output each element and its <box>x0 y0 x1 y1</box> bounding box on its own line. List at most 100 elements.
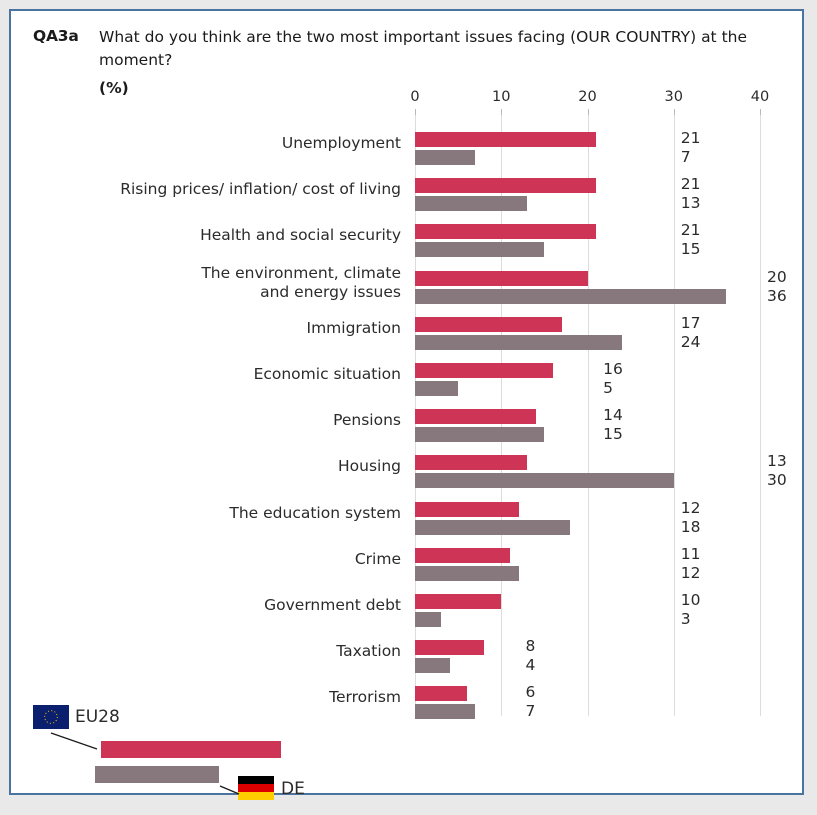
category-label: Government debt <box>21 596 401 615</box>
value-label-eu28: 8 <box>525 637 536 656</box>
chart-row: Crime 11 12 <box>355 543 760 589</box>
chart-row: Terrorism 6 7 <box>329 681 760 727</box>
value-label-eu28: 14 <box>603 406 623 425</box>
value-label-eu28: 20 <box>767 267 787 286</box>
value-label-eu28: 11 <box>680 544 701 563</box>
x-tick-label: 0 <box>410 89 420 105</box>
value-label-eu28: 16 <box>603 360 623 378</box>
category-label-line: The environment, climate <box>201 263 401 282</box>
bar-de <box>415 381 459 396</box>
category-label: Pensions <box>21 411 401 430</box>
value-label-de: 15 <box>680 240 701 259</box>
value-label-de: 18 <box>680 517 701 536</box>
value-labels: 12 18 <box>681 499 701 537</box>
category-label: Terrorism <box>21 688 401 707</box>
value-label-eu28: 21 <box>680 221 701 240</box>
value-labels: 21 15 <box>681 221 701 259</box>
bar-eu28 <box>415 409 536 425</box>
chart-row: Taxation 8 4 <box>336 635 760 681</box>
bar-eu28 <box>415 363 553 378</box>
question-code: QA3a <box>33 27 79 45</box>
bar-de <box>415 473 674 489</box>
value-label-eu28: 21 <box>680 175 701 194</box>
category-label-line: and energy issues <box>260 282 401 301</box>
bar-eu28 <box>415 455 528 471</box>
value-label-de: 12 <box>680 563 701 582</box>
value-label-de: 5 <box>603 379 613 397</box>
eu-flag-icon <box>33 705 69 729</box>
value-label-eu28: 12 <box>680 498 701 517</box>
flag-stripe-black <box>238 776 274 784</box>
category-label-line: Taxation <box>336 642 401 661</box>
category-label: Health and social security <box>21 226 401 245</box>
category-label: Taxation <box>21 642 401 661</box>
x-tick-mark <box>415 109 416 116</box>
value-labels: 14 15 <box>603 406 623 444</box>
flag-stripe-red <box>238 784 274 792</box>
bar-eu28 <box>415 178 597 194</box>
category-label-line: Unemployment <box>281 134 401 152</box>
value-label-de: 36 <box>767 286 787 305</box>
legend-eu-label: EU28 <box>75 707 120 727</box>
value-labels: 13 30 <box>767 452 787 490</box>
value-labels: 20 36 <box>767 268 787 306</box>
chart-row: Housing 13 30 <box>338 450 787 496</box>
gridline <box>673 115 675 716</box>
category-label: Crime <box>21 550 401 569</box>
bar-de <box>415 288 726 304</box>
value-labels: 11 12 <box>681 545 701 583</box>
category-label: Housing <box>21 457 401 476</box>
plot-area: Unemployment 21 7 Rising prices/ inflation/… <box>120 115 787 720</box>
x-tick-mark <box>673 109 675 116</box>
legend-de-label: DE <box>281 779 305 799</box>
x-tick-label: 10 <box>492 89 511 105</box>
bar-eu28 <box>415 501 519 517</box>
category-label-line: Government debt <box>264 596 401 614</box>
value-label-eu28: 21 <box>680 129 701 147</box>
eu-stars-icon <box>44 710 58 724</box>
bar-de <box>415 427 545 443</box>
category-label-line: Immigration <box>306 318 401 337</box>
chart-row: Rising prices/ inflation/ cost of living… <box>120 173 760 219</box>
x-tick-mark <box>587 109 589 116</box>
x-tick-label: 40 <box>750 89 770 105</box>
category-label-line: The education system <box>229 503 401 522</box>
bar-de <box>415 704 476 720</box>
category-label-line: Housing <box>337 457 401 476</box>
x-tick-mark <box>760 109 761 116</box>
chart-row: The education system 12 18 <box>229 497 760 543</box>
chart-row: The environment, climate and energy issue… <box>201 264 786 312</box>
x-tick-label: 20 <box>578 89 597 105</box>
bar-de <box>415 658 450 674</box>
bar-eu28 <box>415 594 502 609</box>
bar-eu28 <box>415 547 510 563</box>
gridline <box>587 115 589 716</box>
chart-row: Pensions 14 15 <box>333 404 760 450</box>
value-label-de: 3 <box>680 610 691 628</box>
germany-flag-icon <box>238 776 274 800</box>
bar-de <box>415 334 622 350</box>
bar-eu28 <box>415 316 562 332</box>
category-label-line: Rising prices/ inflation/ cost of living <box>120 180 401 199</box>
category-label: The environment, climate and energy issue… <box>21 264 401 302</box>
flag-stripe-gold <box>238 792 274 800</box>
value-label-eu28: 17 <box>680 313 701 332</box>
category-label-line: Crime <box>354 549 401 568</box>
value-label-de: 15 <box>603 425 623 444</box>
chart-row: Government debt 10 3 <box>264 589 760 635</box>
category-label: Unemployment <box>21 134 401 153</box>
question-text: What do you think are the two most impor… <box>99 28 748 69</box>
gridline <box>760 115 761 716</box>
bar-eu28 <box>415 686 467 702</box>
unit-label: (%) <box>99 79 129 97</box>
value-labels: 21 13 <box>681 175 701 213</box>
chart-row: Economic situation 16 5 <box>254 358 760 404</box>
chart-row: Immigration 17 24 <box>307 312 760 358</box>
x-axis: 0 10 20 30 40 <box>410 89 775 116</box>
value-labels: 17 24 <box>681 314 701 352</box>
chart-panel: QA3a What do you think are the two most … <box>9 9 804 800</box>
category-label: Immigration <box>21 319 401 338</box>
